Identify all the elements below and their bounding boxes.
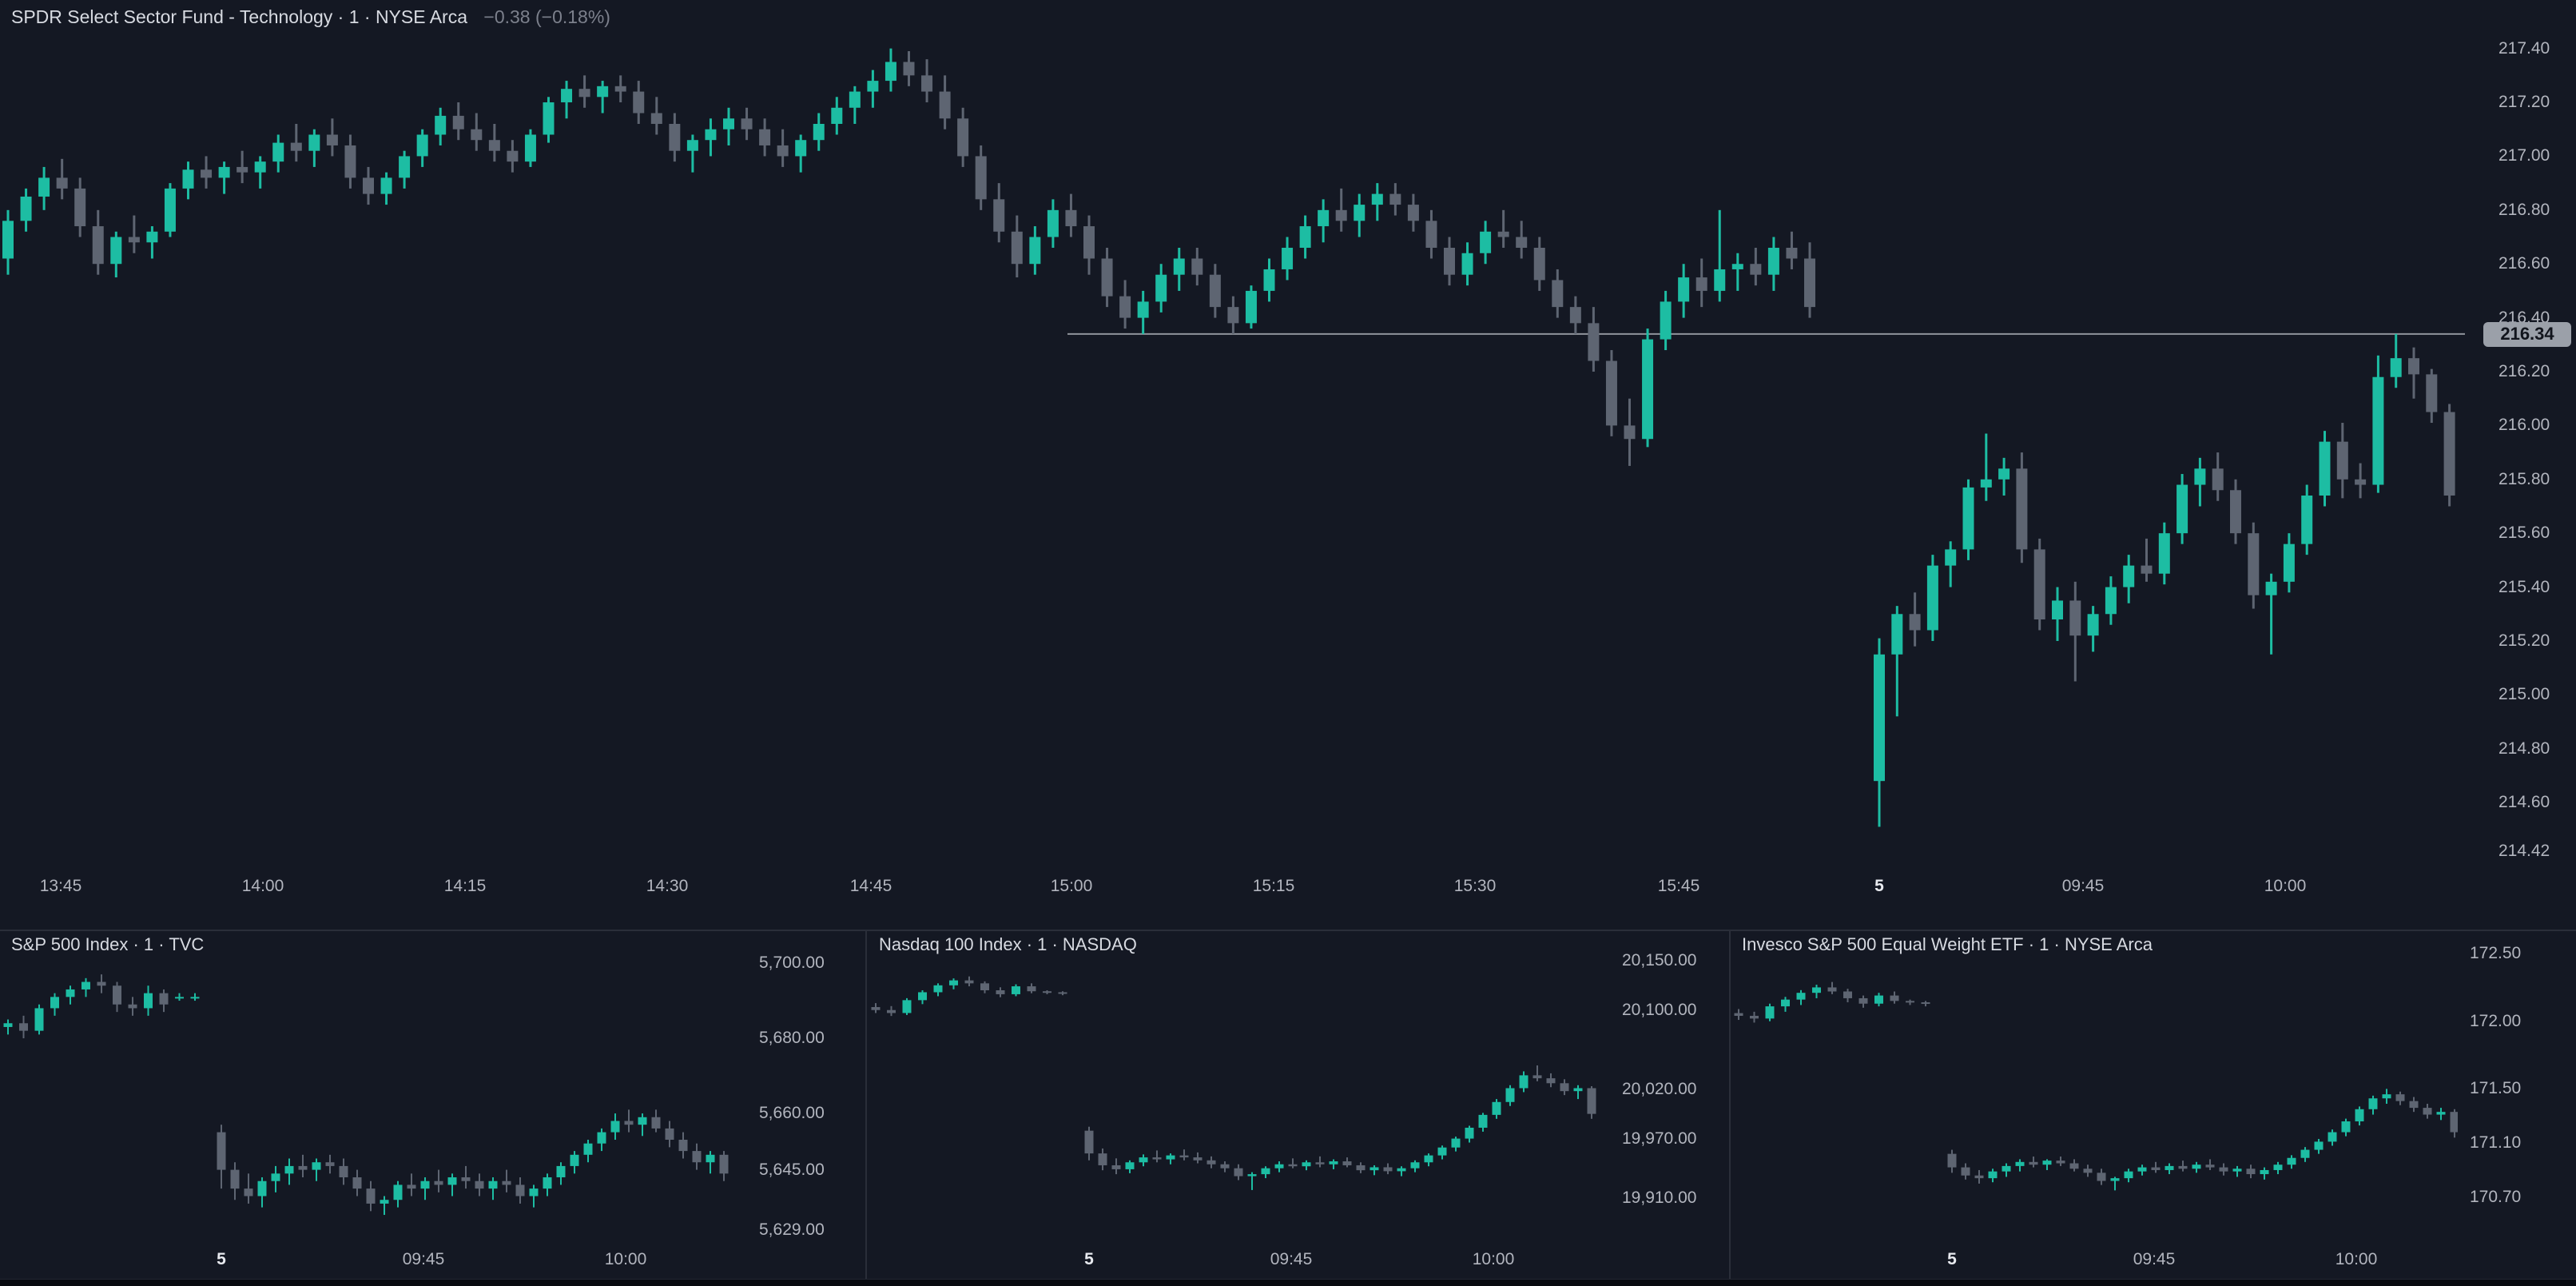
price-tick-label: 5,629.00 (759, 1220, 825, 1239)
time-tick-label: 14:15 (443, 877, 487, 895)
price-tick-label: 5,660.00 (759, 1104, 825, 1123)
price-tick-label: 215.60 (2498, 524, 2550, 543)
day-tick-label: 5 (1084, 1250, 1094, 1268)
price-tick-label: 217.20 (2498, 93, 2550, 112)
candlestick-plot[interactable] (868, 932, 1610, 1240)
price-tick-label: 214.42 (2498, 841, 2550, 860)
candlestick-plot[interactable] (0, 0, 2465, 867)
candlestick-plot[interactable] (0, 932, 747, 1240)
main-time-axis[interactable]: 13:45 14:00 14:15 14:30 14:45 15:00 15:15 15:30… (0, 867, 2465, 904)
price-tick-label: 5,680.00 (759, 1029, 825, 1048)
price-tick-label: 215.80 (2498, 469, 2550, 488)
main-symbol-title[interactable]: SPDR Select Sector Fund - Technology · 1… (11, 6, 467, 27)
price-tick-label: 172.50 (2470, 944, 2522, 963)
time-tick-label: 15:15 (1252, 877, 1295, 895)
price-tick-label: 19,970.00 (1622, 1129, 1697, 1148)
price-tick-label: 19,910.00 (1622, 1188, 1697, 1207)
price-tick-label: 171.50 (2470, 1079, 2522, 1098)
price-tick-label: 171.10 (2470, 1133, 2522, 1153)
equal-weight-etf-price-axis[interactable]: 172.50 172.00 171.50 171.10 170.70 (2460, 932, 2576, 1240)
price-tick-label: 20,100.00 (1622, 1000, 1697, 1019)
price-tick-label: 5,645.00 (759, 1160, 825, 1179)
price-tick-label: 216.80 (2498, 200, 2550, 219)
sp500-price-axis[interactable]: 5,700.00 5,680.00 5,660.00 5,645.00 5,629.00 (749, 932, 865, 1240)
panel-row-separator (0, 930, 2576, 931)
time-tick-label: 15:45 (1657, 877, 1700, 895)
price-tick-label: 214.80 (2498, 739, 2550, 758)
day-tick-label: 5 (217, 1250, 226, 1268)
time-tick-label: 10:00 (604, 1250, 647, 1268)
time-tick-label: 14:00 (241, 877, 284, 895)
candlestick-plot[interactable] (1731, 932, 2458, 1240)
price-tick-label: 20,150.00 (1622, 950, 1697, 969)
time-tick-label: 10:00 (2264, 877, 2307, 895)
price-tick-label: 172.00 (2470, 1011, 2522, 1030)
price-tick-label: 217.40 (2498, 38, 2550, 58)
time-tick-label: 09:45 (402, 1250, 445, 1268)
price-tick-label: 215.20 (2498, 631, 2550, 650)
sp500-chart-legend[interactable]: S&P 500 Index · 1 · TVC (11, 934, 204, 955)
window-bottom-edge (0, 1279, 2576, 1286)
time-tick-label: 13:45 (39, 877, 82, 895)
sp500-chart-panel: S&P 500 Index · 1 · TVC 5,700.00 5,680.00… (0, 930, 865, 1279)
main-price-axis[interactable]: 217.40 217.20 217.00 216.80 216.60 216.40 216.… (2465, 0, 2576, 867)
price-tick-label: 5,700.00 (759, 954, 825, 973)
equal-weight-etf-time-axis[interactable]: 5 09:45 10:00 (1731, 1240, 2458, 1279)
equal-weight-etf-chart-panel: Invesco S&P 500 Equal Weight ETF · 1 · N… (1731, 930, 2576, 1279)
sp500-plot-area (0, 932, 747, 1240)
equal-weight-etf-symbol-title[interactable]: Invesco S&P 500 Equal Weight ETF · 1 · N… (1742, 934, 2153, 954)
price-tick-label: 214.60 (2498, 793, 2550, 812)
time-tick-label: 14:30 (646, 877, 689, 895)
price-tick-label: 20,020.00 (1622, 1079, 1697, 1098)
equal-weight-etf-chart-legend[interactable]: Invesco S&P 500 Equal Weight ETF · 1 · N… (1742, 934, 2153, 955)
time-tick-label: 09:45 (2061, 877, 2105, 895)
nasdaq100-price-axis[interactable]: 20,150.00 20,100.00 20,020.00 19,970.00 19,9… (1612, 932, 1728, 1240)
main-chart-legend[interactable]: SPDR Select Sector Fund - Technology · 1… (11, 6, 610, 28)
nasdaq100-time-axis[interactable]: 5 09:45 10:00 (868, 1240, 1610, 1279)
time-tick-label: 09:45 (1270, 1250, 1313, 1268)
sp500-time-axis[interactable]: 5 09:45 10:00 (0, 1240, 747, 1279)
main-change-value: −0.38 (−0.18%) (483, 6, 610, 27)
main-chart-panel: SPDR Select Sector Fund - Technology · 1… (0, 0, 2576, 904)
last-price-badge: 216.34 (2483, 321, 2571, 347)
price-tick-label: 215.00 (2498, 685, 2550, 704)
price-tick-label: 170.70 (2470, 1187, 2522, 1206)
nasdaq100-plot-area (868, 932, 1610, 1240)
time-tick-label: 14:45 (849, 877, 892, 895)
time-tick-label: 10:00 (2335, 1250, 2378, 1268)
day-tick-label: 5 (1947, 1250, 1957, 1268)
time-tick-label: 10:00 (1472, 1250, 1515, 1268)
price-tick-label: 216.00 (2498, 416, 2550, 435)
nasdaq100-chart-panel: Nasdaq 100 Index · 1 · NASDAQ 20,150.00 2… (868, 930, 1728, 1279)
sp500-symbol-title[interactable]: S&P 500 Index · 1 · TVC (11, 934, 205, 954)
panel-vertical-separator (1729, 930, 1731, 1279)
main-plot-area (0, 0, 2465, 867)
time-tick-label: 09:45 (2133, 1250, 2176, 1268)
nasdaq100-symbol-title[interactable]: Nasdaq 100 Index · 1 · NASDAQ (879, 934, 1137, 954)
price-tick-label: 215.40 (2498, 577, 2550, 596)
price-tick-label: 216.20 (2498, 362, 2550, 380)
price-tick-label: 216.60 (2498, 254, 2550, 273)
day-tick-label: 5 (1874, 877, 1884, 895)
time-tick-label: 15:00 (1050, 877, 1093, 895)
time-tick-label: 15:30 (1453, 877, 1497, 895)
nasdaq100-chart-legend[interactable]: Nasdaq 100 Index · 1 · NASDAQ (879, 934, 1137, 955)
equal-weight-etf-plot-area (1731, 932, 2458, 1240)
panel-vertical-separator (865, 930, 867, 1279)
price-tick-label: 217.00 (2498, 146, 2550, 165)
